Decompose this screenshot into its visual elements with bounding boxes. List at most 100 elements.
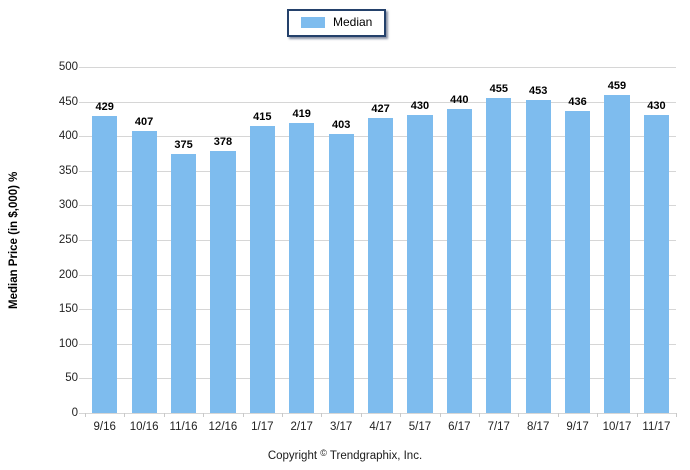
x-tick-label: 9/16 <box>93 421 116 433</box>
x-tick-label: 1/17 <box>251 421 274 433</box>
x-axis-tick <box>203 413 205 417</box>
bar-value-label: 436 <box>568 96 587 109</box>
bar <box>92 116 118 413</box>
bar <box>643 115 669 413</box>
bar <box>446 108 472 413</box>
x-tick-label: 6/17 <box>448 421 471 433</box>
x-tick-label: 3/17 <box>329 421 353 433</box>
bar-value-label: 429 <box>95 101 114 114</box>
x-tick-label: 11/17 <box>642 421 671 433</box>
y-tick-label: 100 <box>58 337 78 350</box>
x-axis-tick <box>321 413 323 417</box>
x-axis-tick <box>479 413 480 417</box>
bar-value-label: 378 <box>213 136 233 149</box>
plot-area: 429 407 375 378 415 419 403 427 430 440 455 453 436 4… <box>79 67 677 417</box>
bar-value-label: 453 <box>528 84 548 97</box>
bar <box>367 117 394 413</box>
y-tick-label: 400 <box>58 130 78 143</box>
bar-slot: 403 <box>321 67 360 413</box>
x-axis-tick <box>518 413 520 417</box>
y-tick-label: 0 <box>71 407 78 419</box>
bar-slot: 375 <box>164 67 203 413</box>
x-axis-tick <box>636 413 638 417</box>
bar-slot: 415 <box>243 67 282 413</box>
bar-slot: 427 <box>361 67 400 413</box>
x-axis-tick <box>439 413 441 417</box>
y-tick-label: 300 <box>58 199 78 212</box>
x-tick-label: 4/17 <box>369 421 392 433</box>
bar-slot: 430 <box>400 67 439 413</box>
x-axis-tick <box>676 413 677 417</box>
bar-value-label: 415 <box>253 110 272 123</box>
bar-value-label: 403 <box>331 119 351 132</box>
gridline <box>79 67 676 68</box>
bar-slot: 378 <box>203 67 242 413</box>
bar-value-label: 407 <box>134 116 154 129</box>
x-tick-label: 7/17 <box>487 421 510 433</box>
legend-label: Median <box>333 15 373 29</box>
gridline <box>79 101 676 103</box>
x-axis-tick <box>360 413 362 417</box>
bar <box>407 115 433 413</box>
bar-slot: 436 <box>558 67 597 413</box>
bar <box>249 125 275 413</box>
bar-value-label: 430 <box>647 100 666 113</box>
bar-value-label: 440 <box>450 93 469 106</box>
copyright-suffix: Trendgraphix, Inc. <box>329 450 423 462</box>
x-tick-label: 11/16 <box>169 421 198 433</box>
bar-slot: 440 <box>440 67 479 413</box>
bar-slot: 419 <box>282 67 321 413</box>
bar <box>210 151 236 413</box>
x-axis-tick <box>85 413 86 417</box>
legend: Median <box>287 9 387 37</box>
copyright-symbol: © <box>320 448 327 458</box>
x-axis-tick <box>124 413 126 417</box>
x-axis-labels: 9/16 10/16 11/16 12/16 1/17 2/17 3/17 4/17 5/17 6… <box>85 421 676 433</box>
bar <box>170 153 197 413</box>
y-tick-label: 50 <box>65 372 78 385</box>
copyright-prefix: Copyright <box>267 450 318 462</box>
x-axis-tick <box>282 413 283 417</box>
x-axis-tick <box>242 413 244 417</box>
bar <box>328 134 354 413</box>
bar <box>289 123 315 413</box>
bar <box>564 111 591 413</box>
bar <box>131 131 157 413</box>
bar-slot: 429 <box>85 67 124 413</box>
x-tick-label: 8/17 <box>526 421 550 433</box>
y-tick-label: 350 <box>58 164 78 177</box>
x-axis-tick <box>597 413 599 417</box>
bar-slot: 459 <box>597 67 636 413</box>
bar-value-label: 430 <box>410 100 430 113</box>
bar-value-label: 427 <box>371 102 390 115</box>
legend-swatch <box>301 17 325 28</box>
x-tick-label: 12/16 <box>208 421 238 433</box>
copyright-text: Copyright © Trendgraphix, Inc. <box>0 448 690 462</box>
gridline <box>79 413 676 414</box>
x-tick-label: 10/16 <box>129 421 159 433</box>
bar-slot: 430 <box>637 67 676 413</box>
bar-slot: 453 <box>518 67 557 413</box>
bar-value-label: 455 <box>489 83 508 96</box>
y-tick-label: 500 <box>58 61 78 73</box>
x-axis-tick <box>163 413 165 417</box>
x-axis-tick <box>557 413 559 417</box>
bar-slot: 455 <box>479 67 518 413</box>
bar-value-label: 419 <box>292 108 311 121</box>
x-tick-label: 9/17 <box>566 421 589 433</box>
y-tick-label: 250 <box>58 234 78 246</box>
y-tick-label: 450 <box>58 95 78 108</box>
bar <box>604 95 630 413</box>
x-ticks <box>85 413 677 418</box>
bar <box>525 99 551 413</box>
x-tick-label: 5/17 <box>408 421 432 433</box>
bar-value-label: 375 <box>174 138 193 151</box>
y-axis-title: Median Price (in $,000) % <box>8 171 20 309</box>
y-tick-label: 150 <box>58 303 78 316</box>
bar <box>486 98 512 413</box>
bar-value-label: 459 <box>607 80 627 93</box>
y-tick-label: 200 <box>58 268 78 281</box>
bar-slot: 407 <box>124 67 163 413</box>
x-axis-tick <box>400 413 402 417</box>
